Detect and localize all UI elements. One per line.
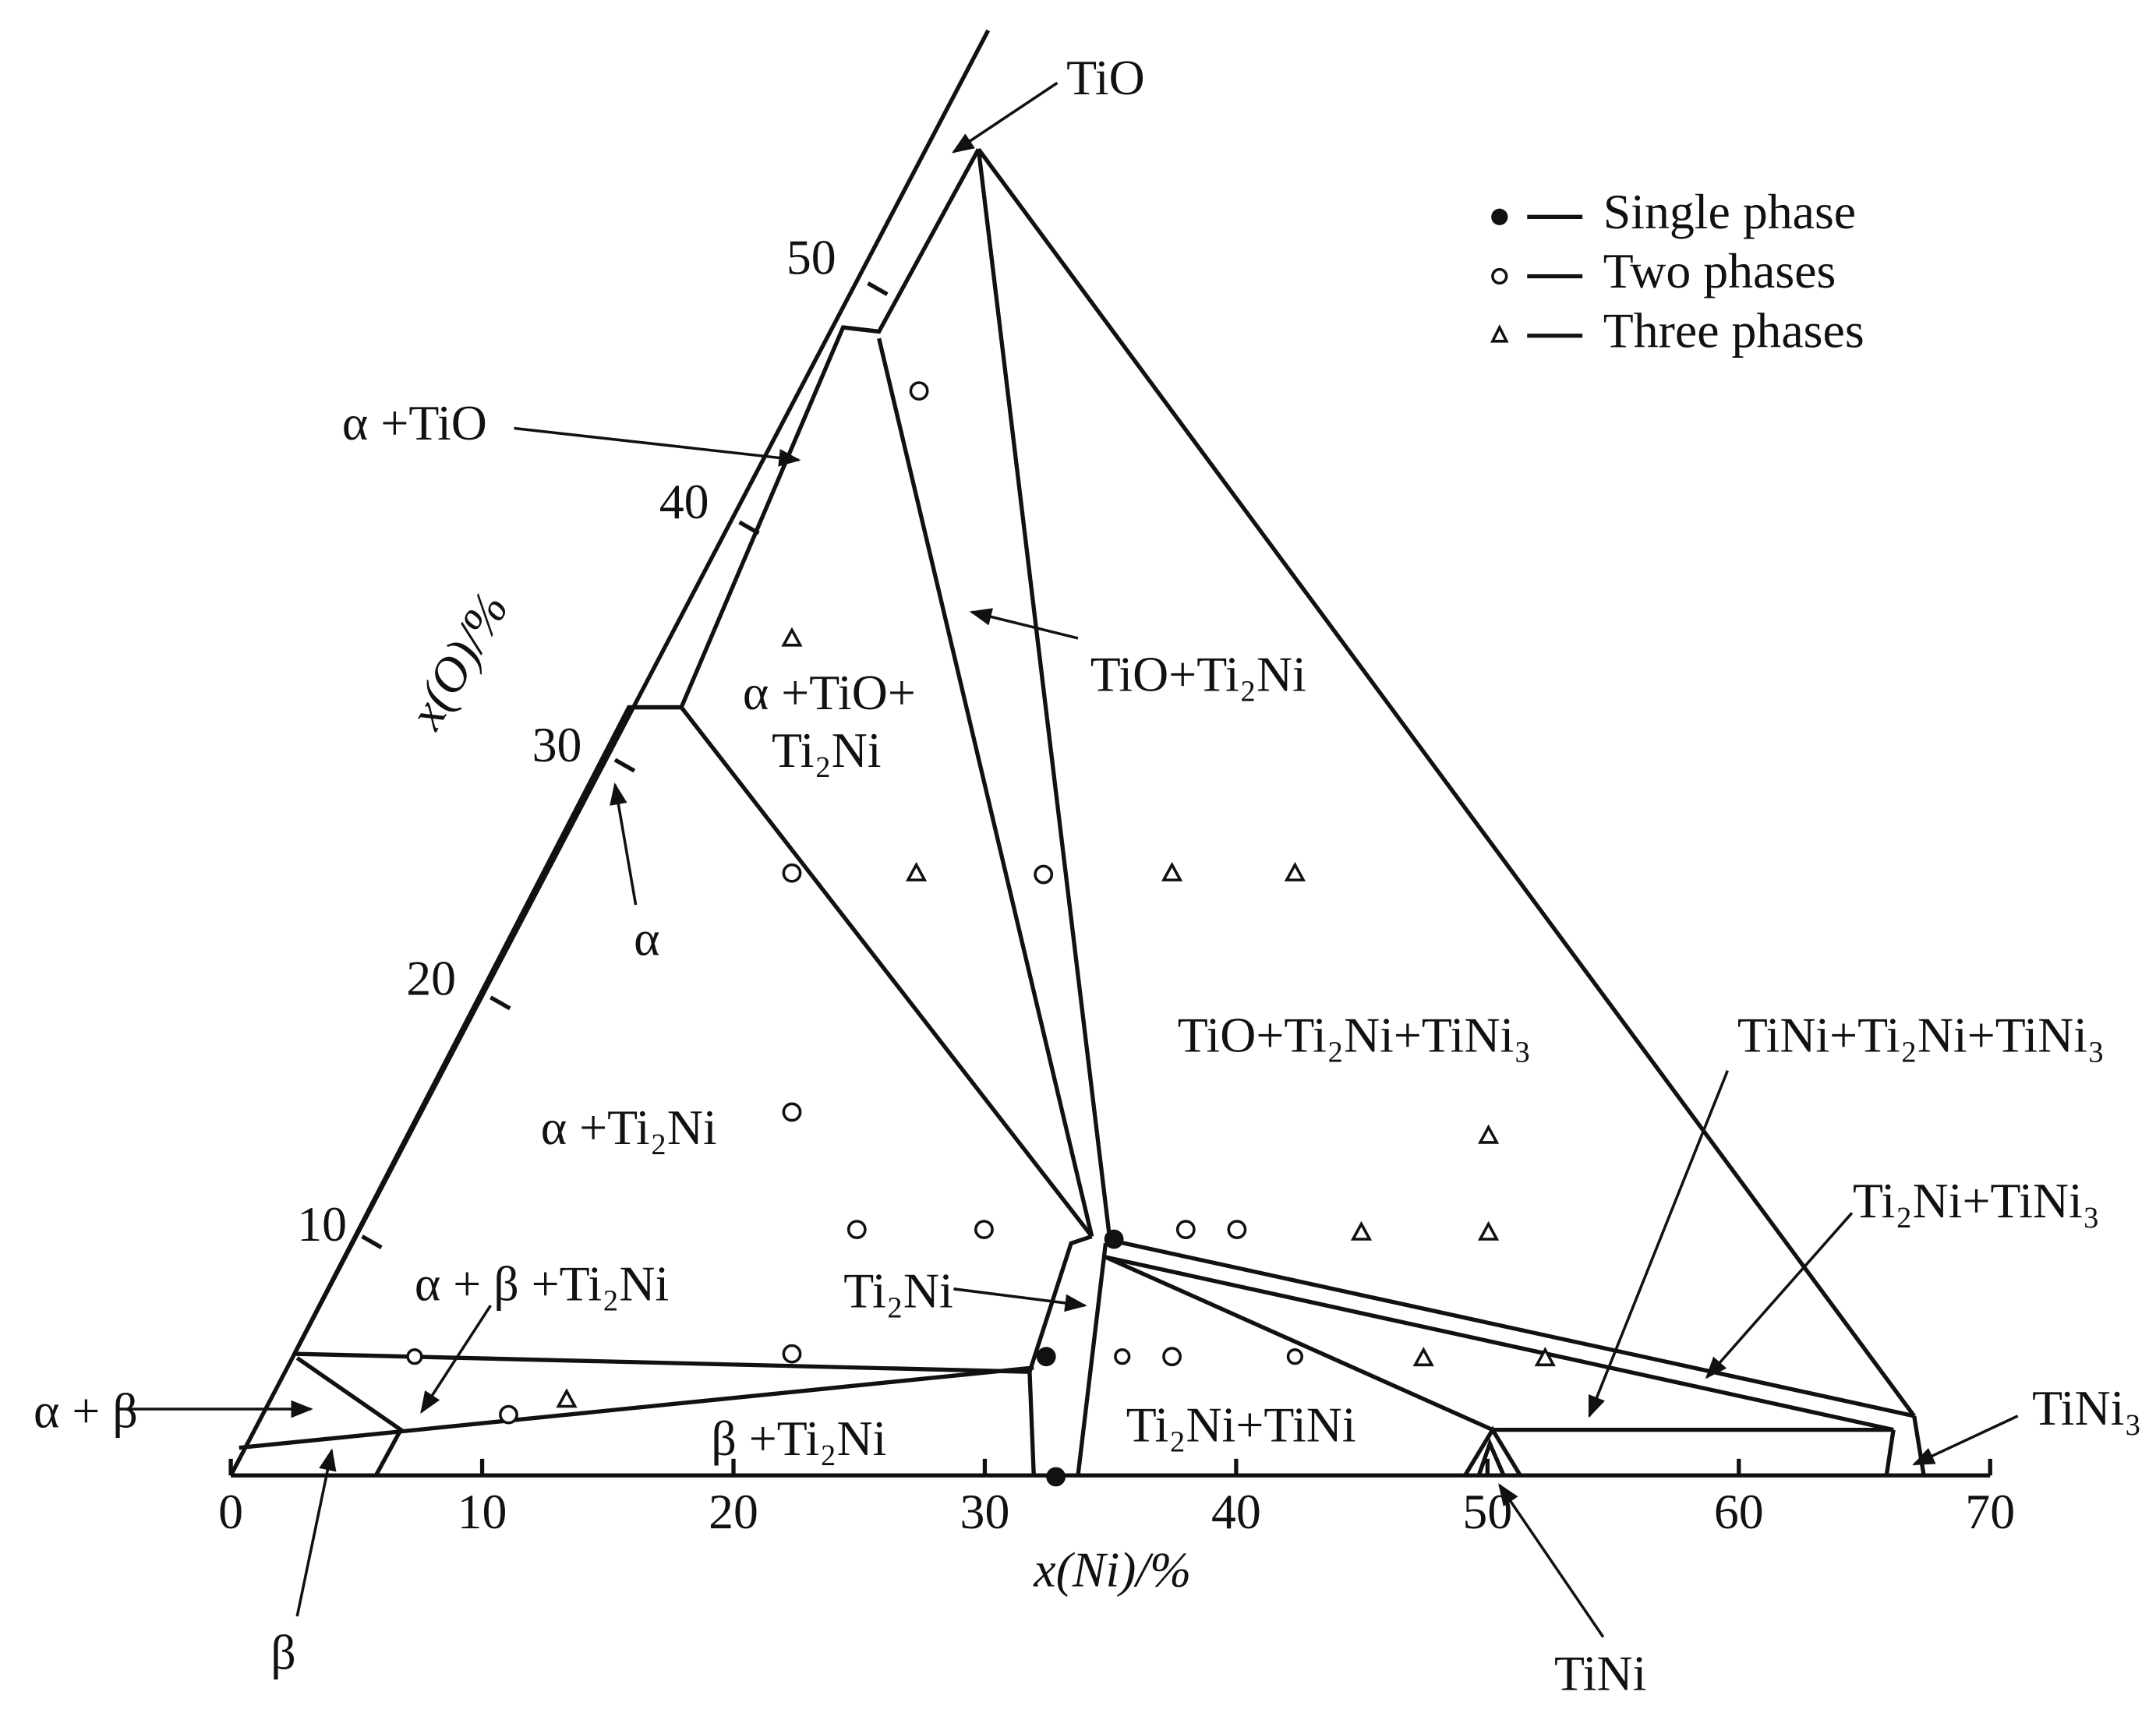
phase-label: TiNi+Ti₂Ni+TiNi₃ bbox=[1737, 1007, 2105, 1062]
annotation-arrows bbox=[117, 81, 2019, 1638]
legend-label: Two phases bbox=[1603, 243, 1836, 298]
phase-label: α + β bbox=[34, 1383, 138, 1439]
x-tick-label: 30 bbox=[960, 1484, 1010, 1539]
phase-label: Ti₂Ni bbox=[772, 722, 882, 778]
phase-boundaries bbox=[228, 29, 1991, 1478]
phase-label: α +TiO bbox=[342, 395, 487, 450]
x-tick-label: 60 bbox=[1714, 1484, 1764, 1539]
phase-label: Ti₂Ni+TiNi₃ bbox=[1853, 1173, 2100, 1228]
o-tick-label: 30 bbox=[532, 717, 582, 772]
x-tick-label: 70 bbox=[1965, 1484, 2015, 1539]
x-axis-label: x(Ni)/% bbox=[1033, 1542, 1191, 1597]
o-tick-label: 20 bbox=[406, 951, 456, 1006]
x-tick-label: 0 bbox=[218, 1484, 243, 1539]
o-tick-label: 40 bbox=[659, 474, 709, 529]
axis-ticks: 0 10 20 30 40 50 60 70 10 20 30 40 50 bbox=[218, 229, 2015, 1538]
o-tick bbox=[490, 995, 511, 1011]
phase-label: Ti₂Ni bbox=[843, 1263, 953, 1318]
legend: Single phase Two phases Three phases bbox=[1490, 184, 1864, 358]
legend-label: Single phase bbox=[1603, 184, 1856, 239]
o-axis-label: x(O)/% bbox=[398, 583, 519, 738]
o-tick bbox=[867, 281, 889, 296]
phase-label: α +TiO+ bbox=[743, 665, 916, 720]
x-tick-label: 20 bbox=[709, 1484, 758, 1539]
phase-label: α + β +Ti₂Ni bbox=[415, 1256, 669, 1311]
phase-label: TiO+Ti₂Ni bbox=[1090, 647, 1306, 702]
phase-label: β +Ti₂Ni bbox=[711, 1411, 886, 1466]
phase-label: β bbox=[270, 1625, 295, 1680]
x-tick-label: 50 bbox=[1462, 1484, 1512, 1539]
x-tick-label: 10 bbox=[458, 1484, 507, 1539]
phase-label: TiNi bbox=[1554, 1645, 1646, 1701]
legend-label: Three phases bbox=[1603, 302, 1864, 358]
o-tick bbox=[361, 1234, 383, 1249]
o-tick bbox=[613, 758, 636, 773]
phase-label: Ti₂Ni+TiNi bbox=[1126, 1397, 1356, 1452]
phase-label: TiNi₃ bbox=[2032, 1380, 2142, 1436]
x-tick-label: 40 bbox=[1211, 1484, 1261, 1539]
o-tick-label: 50 bbox=[786, 229, 836, 284]
phase-label: α bbox=[634, 910, 659, 966]
phase-label: TiO bbox=[1066, 50, 1145, 105]
o-tick-label: 10 bbox=[297, 1196, 347, 1252]
o-tick bbox=[738, 520, 760, 535]
sample-points bbox=[406, 381, 1556, 1487]
phase-label: α +Ti₂Ni bbox=[541, 1100, 717, 1155]
phase-label: TiO+Ti₂Ni+TiNi₃ bbox=[1178, 1007, 1532, 1062]
